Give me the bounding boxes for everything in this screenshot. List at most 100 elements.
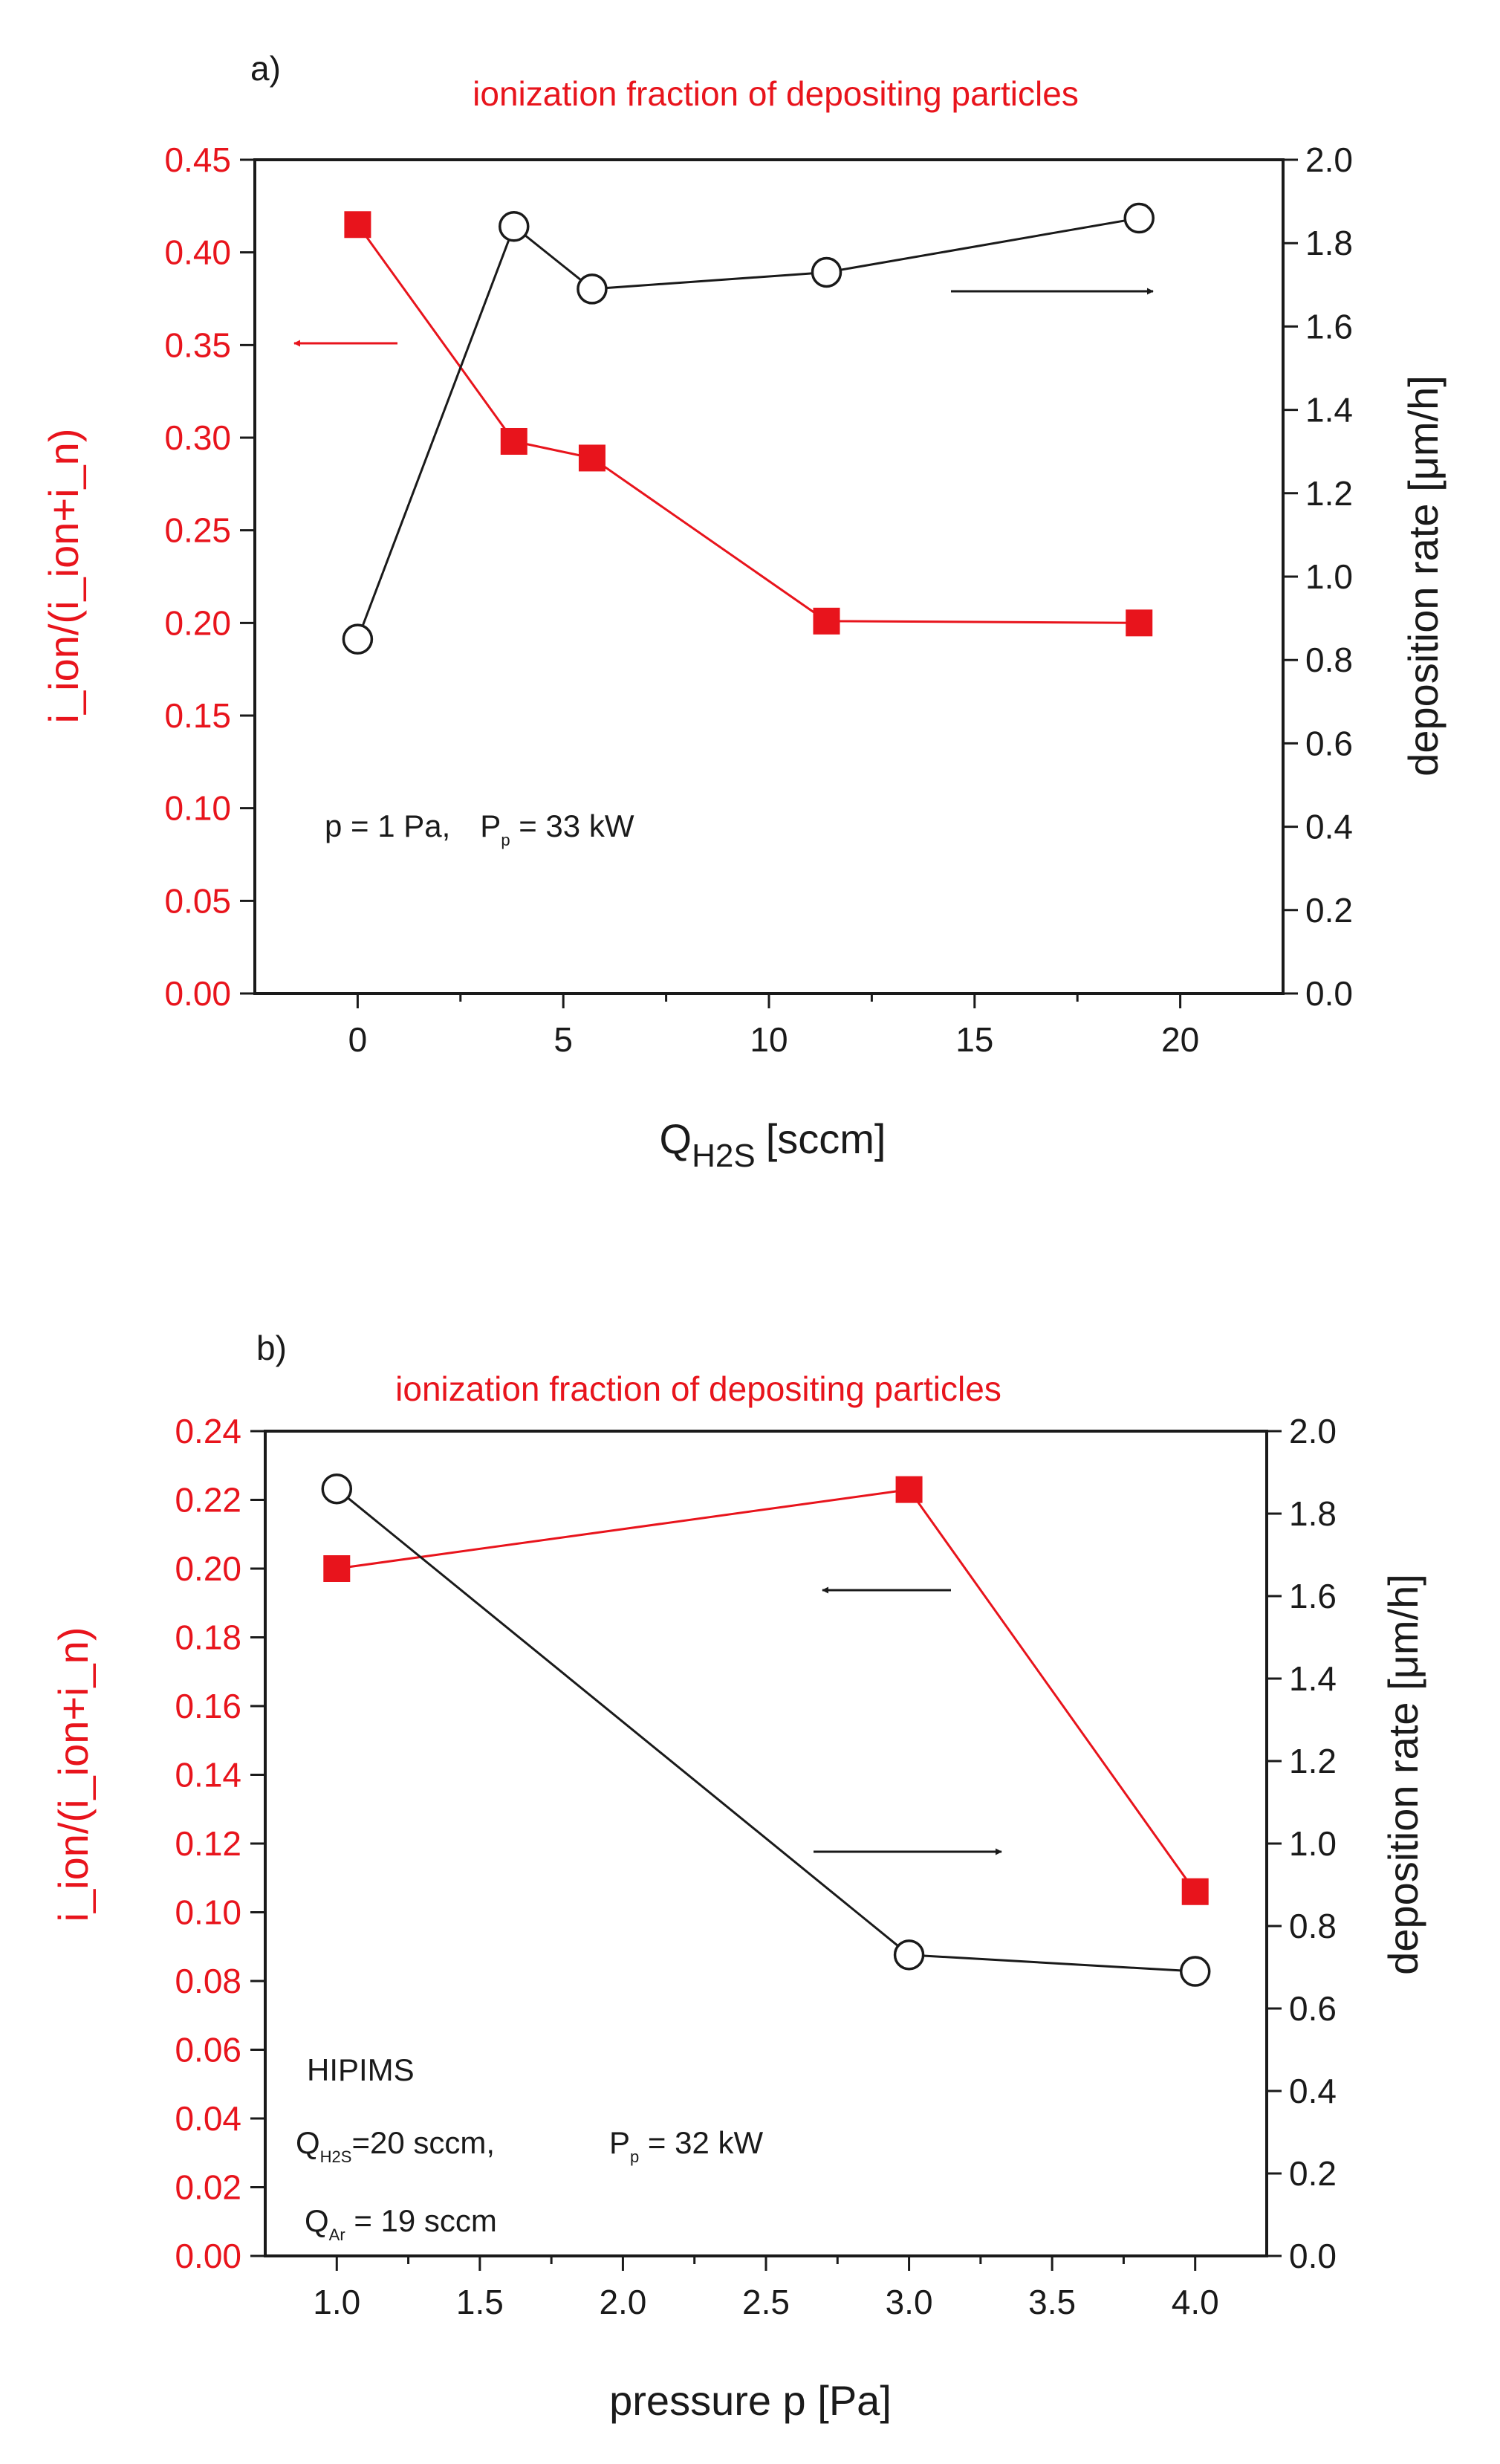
- x-tick-label-a-1: 5: [553, 1020, 573, 1059]
- panel-label-b: b): [256, 1329, 287, 1367]
- y-left-tick-label-b-2: 0.04: [175, 2099, 241, 2138]
- deposition-rate-point-b-1: [893, 1939, 925, 1971]
- y-left-tick-label-a-7: 0.35: [164, 325, 231, 364]
- y-right-tick-label-b-0: 0.0: [1289, 2237, 1337, 2275]
- plot-frame-a: [253, 158, 1285, 995]
- y-left-tick-label-a-6: 0.30: [164, 418, 231, 457]
- ionization-fraction-point-a-2: [578, 444, 605, 472]
- deposition-rate-point-a-2: [577, 273, 608, 305]
- x-tick-label-b-1: 1.5: [456, 2283, 504, 2321]
- y-right-tick-label-a-1: 0.2: [1305, 891, 1353, 930]
- deposition-rate-point-a-0: [342, 623, 374, 655]
- y-left-tick-label-a-9: 0.45: [164, 140, 231, 179]
- power-symbol-a: P: [480, 808, 501, 843]
- x-tick-label-a-0: 0: [348, 1020, 368, 1059]
- x-axis-title-unit-a: [sccm]: [766, 1115, 886, 1162]
- ionization-fraction-point-a-4: [1126, 609, 1153, 637]
- series-markers-a: [342, 202, 1155, 655]
- power-value-b: = 32 kW: [639, 2125, 763, 2160]
- y-right-tick-label-a-9: 1.8: [1305, 224, 1353, 262]
- y-right-tick-label-b-2: 0.4: [1289, 2072, 1337, 2110]
- y-right-tick-label-a-5: 1.0: [1305, 557, 1353, 596]
- y-left-tick-label-b-10: 0.20: [175, 1549, 241, 1588]
- x-tick-label-a-2: 10: [750, 1020, 788, 1059]
- deposition-rate-line-a: [356, 217, 1140, 640]
- y-right-axis-title-a: deposition rate [μm/h]: [1400, 375, 1447, 777]
- x-tick-label-a-4: 20: [1161, 1020, 1199, 1059]
- y-right-tick-label-b-5: 1.0: [1289, 1824, 1337, 1863]
- y-left-tick-label-b-7: 0.14: [175, 1756, 241, 1794]
- y-right-tick-label-a-10: 2.0: [1305, 140, 1353, 179]
- x-tick-label-b-3: 2.5: [742, 2283, 790, 2321]
- ionization-fraction-line-b: [337, 1488, 1196, 1893]
- ionization-fraction-point-b-0: [323, 1555, 351, 1582]
- ionization-fraction-point-b-1: [895, 1476, 923, 1503]
- power-subscript-b: p: [630, 2147, 639, 2166]
- chart-panel-a: a) ionization fraction of depositing par…: [40, 49, 1447, 1174]
- tick-labels-b: 1.0 1.5 2.0 2.5 3.0 3.5 4.0 0.00 0.02 0.04 0.06 0.0…: [175, 1412, 1336, 2321]
- deposition-rate-point-a-3: [811, 256, 842, 288]
- y-right-tick-label-a-2: 0.4: [1305, 808, 1353, 846]
- deposition-rate-line-b: [336, 1488, 1195, 1973]
- x-tick-label-b-0: 1.0: [313, 2283, 360, 2321]
- series-lines-a: [356, 217, 1140, 640]
- q-h2s-annotation-b: QH2S=20 sccm,: [296, 2125, 495, 2166]
- y-left-tick-label-b-6: 0.12: [175, 1824, 241, 1863]
- y-left-tick-label-b-4: 0.08: [175, 1962, 241, 2000]
- y-left-tick-label-a-5: 0.25: [164, 511, 231, 550]
- deposition-rate-point-b-2: [1179, 1956, 1211, 1987]
- y-left-tick-label-b-12: 0.24: [175, 1412, 241, 1450]
- power-symbol-b: P: [609, 2125, 630, 2160]
- y-left-tick-label-b-8: 0.16: [175, 1687, 241, 1725]
- y-left-tick-label-a-8: 0.40: [164, 233, 231, 272]
- x-tick-label-b-4: 3.0: [886, 2283, 933, 2321]
- pressure-text-a: p = 1 Pa,: [325, 808, 450, 843]
- power-subscript-a: p: [501, 831, 510, 849]
- x-tick-label-a-3: 15: [955, 1020, 993, 1059]
- y-right-tick-label-a-8: 1.6: [1305, 307, 1353, 346]
- y-right-tick-label-b-7: 1.4: [1289, 1659, 1337, 1698]
- x-tick-label-b-2: 2.0: [599, 2283, 646, 2321]
- x-tick-label-b-5: 3.5: [1028, 2283, 1076, 2321]
- deposition-rate-point-b-0: [321, 1473, 353, 1505]
- y-right-tick-label-a-0: 0.0: [1305, 974, 1353, 1013]
- ionization-fraction-line-a: [357, 224, 1140, 624]
- series-lines-b: [336, 1488, 1196, 1973]
- q-ar-value-b: = 19 sccm: [345, 2203, 497, 2238]
- chart-title-a: ionization fraction of depositing partic…: [473, 74, 1079, 113]
- x-tick-label-b-6: 4.0: [1172, 2283, 1219, 2321]
- y-left-tick-label-b-0: 0.00: [175, 2237, 241, 2275]
- y-left-tick-label-b-11: 0.22: [175, 1481, 241, 1520]
- conditions-annotation-a: p = 1 Pa, Pp = 33 kW: [325, 808, 634, 849]
- power-annotation-b: Pp = 32 kW: [609, 2125, 764, 2166]
- y-right-tick-label-a-4: 0.8: [1305, 641, 1353, 679]
- y-left-tick-label-b-3: 0.06: [175, 2031, 241, 2069]
- y-left-tick-label-a-0: 0.00: [164, 974, 231, 1013]
- y-right-tick-label-b-1: 0.2: [1289, 2154, 1337, 2193]
- q-ar-subscript-b: Ar: [329, 2225, 345, 2244]
- y-left-tick-label-a-3: 0.15: [164, 696, 231, 735]
- y-right-tick-label-b-6: 1.2: [1289, 1742, 1337, 1780]
- deposition-rate-point-a-1: [499, 211, 530, 242]
- y-right-tick-label-b-10: 2.0: [1289, 1412, 1337, 1450]
- x-axis-title-sub-a: H2S: [692, 1138, 756, 1174]
- y-right-tick-label-b-4: 0.8: [1289, 1907, 1337, 1945]
- q-h2s-symbol-b: Q: [296, 2125, 320, 2160]
- x-axis-title-main-a: Q: [660, 1115, 692, 1162]
- y-left-tick-label-a-4: 0.20: [164, 603, 231, 642]
- y-left-axis-title-b: i_ion/(i_ion+i_n): [50, 1627, 97, 1922]
- panel-label-a: a): [250, 49, 281, 88]
- y-right-tick-label-b-9: 1.8: [1289, 1494, 1337, 1533]
- y-right-axis-title-b: deposition rate [μm/h]: [1380, 1574, 1426, 1975]
- y-left-tick-label-b-9: 0.18: [175, 1618, 241, 1657]
- q-ar-symbol-b: Q: [305, 2203, 329, 2238]
- y-right-tick-label-a-6: 1.2: [1305, 474, 1353, 513]
- x-axis-title-b: pressure p [Pa]: [609, 2377, 892, 2424]
- chart-title-b: ionization fraction of depositing partic…: [395, 1369, 1001, 1408]
- x-axis-title-a: QH2S [sccm]: [660, 1115, 886, 1174]
- y-left-tick-label-b-5: 0.10: [175, 1893, 241, 1932]
- power-value-a: = 33 kW: [510, 808, 634, 843]
- ionization-fraction-point-a-1: [500, 427, 527, 455]
- axis-ticks-a: [240, 158, 1298, 1008]
